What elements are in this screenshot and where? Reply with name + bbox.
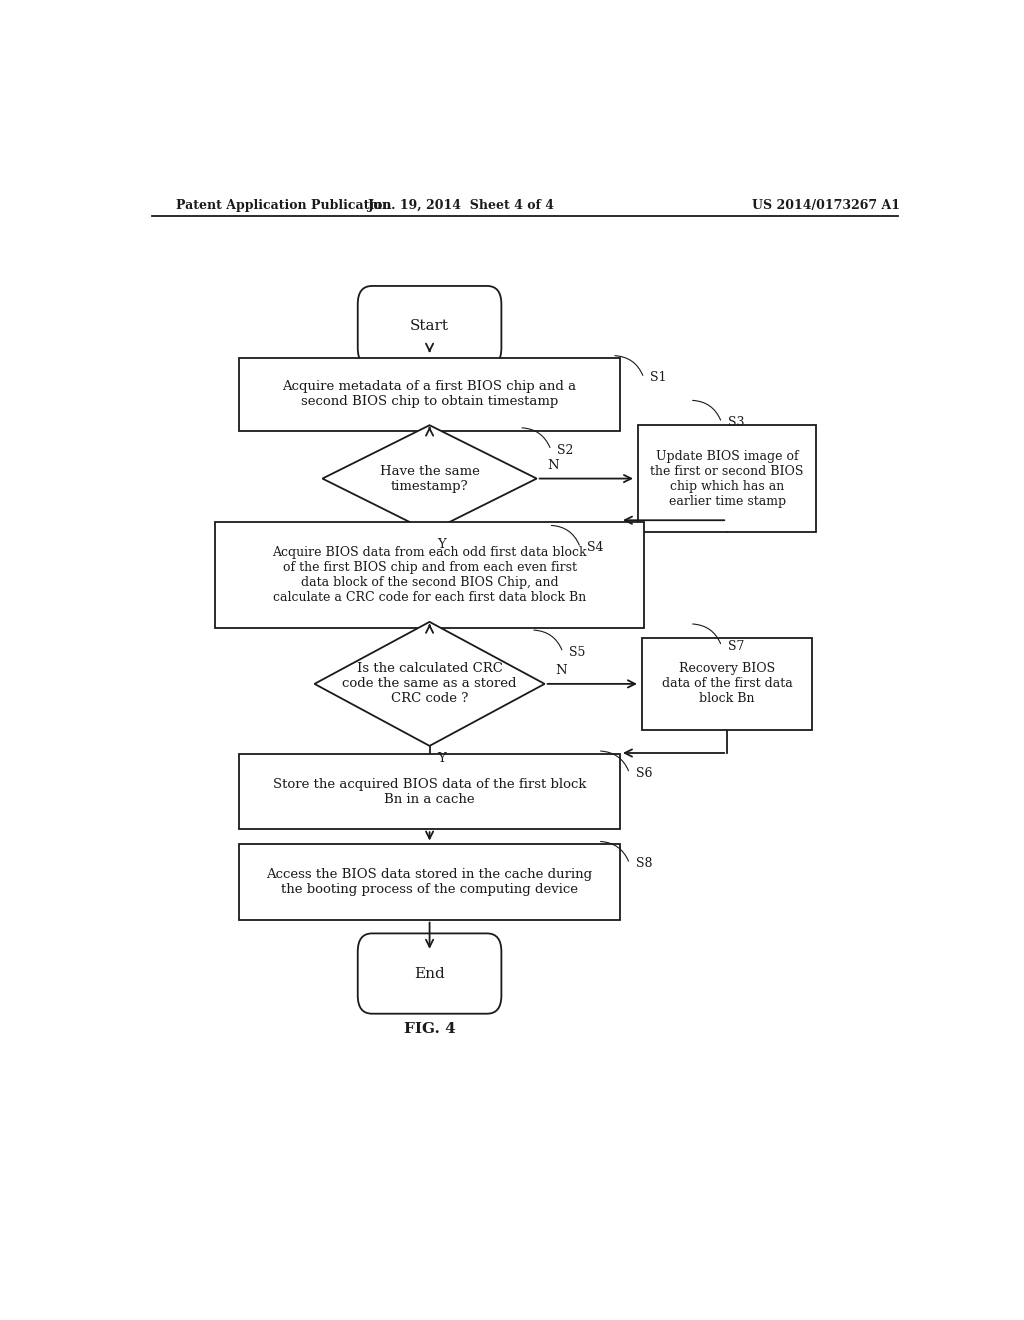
Bar [240, 358, 621, 430]
Text: S8: S8 [636, 857, 652, 870]
Text: S2: S2 [557, 444, 573, 457]
Text: Start: Start [410, 319, 450, 333]
Text: Is the calculated CRC
code the same as a stored
CRC code ?: Is the calculated CRC code the same as a… [342, 663, 517, 705]
FancyBboxPatch shape [357, 933, 502, 1014]
Text: S7: S7 [728, 640, 744, 653]
Text: S6: S6 [636, 767, 652, 780]
Text: Y: Y [437, 537, 446, 550]
Text: FIG. 4: FIG. 4 [403, 1023, 456, 1036]
Text: Update BIOS image of
the first or second BIOS
chip which has an
earlier time sta: Update BIOS image of the first or second… [650, 450, 804, 508]
Text: Have the same
timestamp?: Have the same timestamp? [380, 465, 479, 492]
Bar [215, 521, 644, 628]
Polygon shape [314, 622, 545, 746]
FancyBboxPatch shape [357, 286, 502, 366]
Text: US 2014/0173267 A1: US 2014/0173267 A1 [753, 198, 900, 211]
Text: End: End [414, 966, 445, 981]
Text: Acquire BIOS data from each odd first data block
of the first BIOS chip and from: Acquire BIOS data from each odd first da… [272, 546, 587, 605]
Text: Acquire metadata of a first BIOS chip and a
second BIOS chip to obtain timestamp: Acquire metadata of a first BIOS chip an… [283, 380, 577, 408]
Bar [240, 754, 621, 829]
Text: Patent Application Publication: Patent Application Publication [176, 198, 391, 211]
Bar [638, 425, 816, 532]
Text: N: N [555, 664, 566, 677]
Text: S4: S4 [587, 541, 603, 554]
Text: S5: S5 [569, 645, 586, 659]
Text: S1: S1 [650, 371, 667, 384]
Polygon shape [323, 425, 537, 532]
Text: S3: S3 [728, 416, 744, 429]
Text: Access the BIOS data stored in the cache during
the booting process of the compu: Access the BIOS data stored in the cache… [266, 869, 593, 896]
Bar [240, 845, 621, 920]
Text: Jun. 19, 2014  Sheet 4 of 4: Jun. 19, 2014 Sheet 4 of 4 [368, 198, 555, 211]
Bar [642, 638, 812, 730]
Text: Store the acquired BIOS data of the first block
Bn in a cache: Store the acquired BIOS data of the firs… [272, 777, 587, 805]
Text: Y: Y [437, 752, 446, 766]
Text: Recovery BIOS
data of the first data
block Bn: Recovery BIOS data of the first data blo… [662, 663, 793, 705]
Text: N: N [547, 459, 559, 471]
